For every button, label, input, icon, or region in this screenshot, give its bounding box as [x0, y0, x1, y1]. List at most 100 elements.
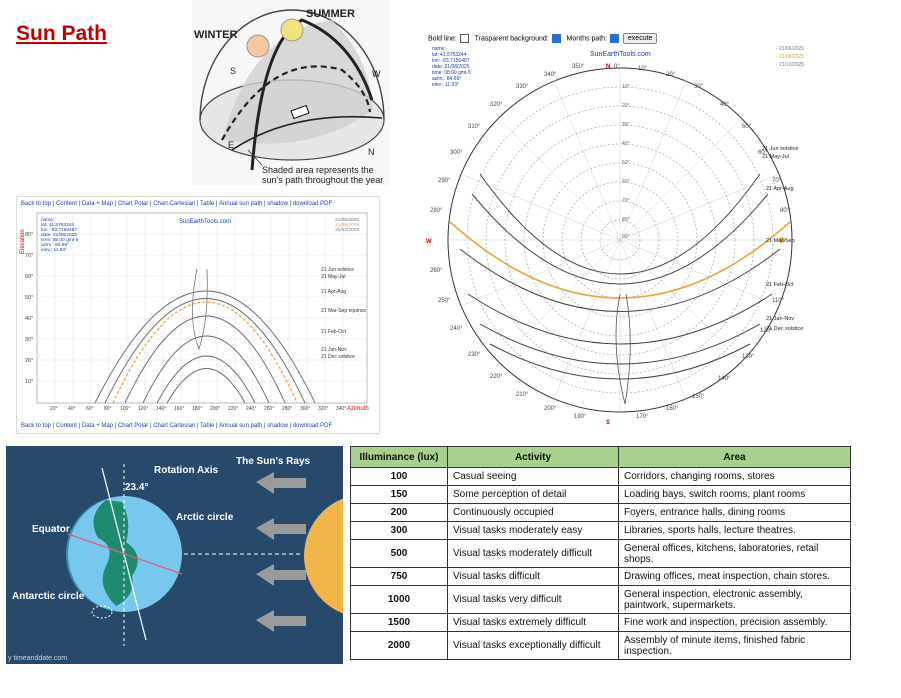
header-area: Area — [618, 446, 851, 468]
nav-annual-sun-path[interactable]: Annual sun path — [218, 423, 263, 429]
nav-chart-polar[interactable]: Chart Polar — [117, 423, 149, 429]
polar-series-label: 21 Apr-Aug — [766, 186, 794, 192]
cart-info-line: azim.: 84.66° — [41, 242, 69, 248]
polar-series-label: 21 Jun solstice — [762, 146, 798, 152]
table-row: 2000 Visual tasks exceptionally difficult… — [350, 631, 851, 660]
nav-chart-cartesian[interactable]: Chart Cartesian — [153, 423, 196, 429]
nav-download-pdf[interactable]: download PDF — [292, 423, 333, 429]
table-row: 300 Visual tasks moderately easy Libraries… — [350, 521, 851, 540]
cart-info-line: date: 21/08/2025 — [41, 232, 77, 238]
polar-info-line: elev.: 11.93° — [432, 82, 459, 88]
polar-az-label: 190° — [574, 414, 587, 420]
nav-back-to-top[interactable]: Back to top — [21, 423, 52, 429]
cart-series-label: 21 Dec solstice — [321, 354, 355, 360]
header-activity: Activity — [447, 446, 619, 468]
nav-shadow[interactable]: shadow — [267, 423, 288, 429]
cell-area: Loading bays, switch rooms, plant rooms — [618, 485, 851, 504]
nav-annual-sun-path[interactable]: Annual sun path — [218, 201, 263, 207]
cart-xtick: 80° — [104, 406, 112, 412]
dome-s-label: S — [230, 66, 236, 76]
cell-lux: 750 — [350, 567, 448, 586]
nav-table[interactable]: Table — [200, 423, 215, 429]
arctic-circle-label: Arctic circle — [176, 512, 234, 523]
cell-area: Assembly of minute items, finished fabri… — [618, 631, 851, 660]
execute-button[interactable]: execute — [622, 33, 658, 45]
polar-series-label: 21 Feb-Oct — [766, 282, 794, 288]
polar-series-label: 21 Jan-Nov — [766, 316, 794, 322]
cell-area: General offices, kitchens, laboratories,… — [618, 539, 851, 568]
polar-az-label: 30° — [694, 84, 704, 90]
rotation-axis-label: Rotation Axis — [154, 465, 219, 476]
nav-shadow[interactable]: shadow — [267, 201, 288, 207]
cell-activity: Visual tasks extremely difficult — [447, 613, 619, 632]
polar-az-label: 260° — [430, 268, 443, 274]
nav-table[interactable]: Table — [200, 201, 215, 207]
cart-series-label: 21 Feb-Oct — [321, 329, 347, 335]
polar-az-label: 10° — [638, 66, 648, 72]
polar-elev-label: 20° — [622, 103, 630, 109]
polar-az-label: 320° — [490, 102, 503, 108]
nav-data-map[interactable]: Data + Map — [81, 423, 114, 429]
table-row: 200 Continuously occupied Foyers, entrance… — [350, 503, 851, 522]
cart-info-line: time: 08:00 gmt-5 — [41, 237, 79, 243]
cart-brand: SunEarthTools.com — [179, 219, 231, 225]
polar-north-label: N — [606, 64, 610, 70]
table-row: 500 Visual tasks moderately difficult Gene… — [350, 539, 851, 568]
nav-data-map[interactable]: Data + Map — [81, 201, 114, 207]
nav-content[interactable]: Content — [55, 201, 77, 207]
cell-activity: Visual tasks difficult — [447, 567, 619, 586]
dome-e-label: E — [228, 140, 234, 150]
polar-az-label: 200° — [544, 406, 557, 412]
bold-line-checkbox[interactable] — [459, 34, 469, 43]
polar-az-label: 110° — [772, 298, 785, 304]
cart-ytick: 20° — [25, 358, 33, 364]
cell-activity: Visual tasks very difficult — [447, 585, 619, 614]
nav-back-to-top[interactable]: Back to top — [21, 201, 52, 207]
polar-series-label: 21 May-Jul — [762, 154, 789, 160]
cell-lux: 100 — [350, 467, 448, 486]
nav-content[interactable]: Content — [55, 423, 77, 429]
polar-az-label: 20° — [666, 72, 676, 78]
cart-ytick: 70° — [25, 253, 33, 259]
dome-n-label: N — [368, 147, 375, 157]
polar-elev-label: 60° — [622, 179, 630, 185]
dome-caption: Shaded area represents the sun's path th… — [262, 165, 384, 185]
polar-az-label: 50° — [742, 124, 752, 130]
cell-lux: 300 — [350, 521, 448, 540]
cart-ytick: 50° — [25, 295, 33, 301]
polar-az-label: 310° — [468, 124, 481, 130]
cart-ytick: 10° — [25, 379, 33, 385]
table-header-row: Illuminance (lux) Activity Area — [350, 446, 851, 468]
polar-az-label: 300° — [450, 150, 463, 156]
polar-az-label: 220° — [490, 374, 503, 380]
cell-activity: Visual tasks moderately easy — [447, 521, 619, 540]
transparent-bg-checkbox[interactable] — [551, 34, 561, 43]
page-title: Sun Path — [16, 22, 108, 45]
nav-chart-polar[interactable]: Chart Polar — [117, 201, 149, 207]
polar-elev-label: 10° — [622, 84, 630, 90]
polar-legend-date: - 21/12/2025 — [776, 62, 804, 68]
months-path-label: Months path: — [566, 35, 608, 43]
cart-nav-top: Back to top | Content | Data + Map | Cha… — [21, 201, 333, 207]
months-path-checkbox[interactable] — [610, 34, 620, 43]
table-row: 1500 Visual tasks extremely difficult Fine… — [350, 613, 851, 632]
polar-elev-label: 50° — [622, 160, 630, 166]
cell-activity: Visual tasks moderately difficult — [447, 539, 619, 568]
polar-az-label: 70° — [772, 178, 782, 184]
polar-az-label: 330° — [516, 84, 529, 90]
table-row: 1000 Visual tasks very difficult General i… — [350, 585, 851, 614]
dome-svg: WINTER SUMMER S W E N — [194, 8, 385, 171]
cell-area: Foyers, entrance halls, dining rooms — [618, 503, 851, 522]
cart-legend-date: 21/12/2025 — [335, 227, 359, 233]
polar-info-line: name: — [432, 46, 446, 52]
cart-series-label: 21 Apr-Aug — [321, 289, 346, 295]
polar-sun-path: Bold line: Trasparent background: Months… — [420, 30, 820, 428]
nav-download-pdf[interactable]: download PDF — [292, 201, 333, 207]
cart-ytick: 40° — [25, 316, 33, 322]
nav-chart-cartesian[interactable]: Chart Cartesian — [153, 201, 196, 207]
winter-label: WINTER — [194, 29, 237, 41]
cart-info-line: lat: 41.5753244 — [41, 222, 74, 228]
cart-xtick: 300° — [300, 406, 310, 412]
polar-az-label: 280° — [430, 208, 443, 214]
earth-tilt-illustration: Rotation Axis 23.4° The Sun's Rays Arcti… — [6, 446, 343, 664]
